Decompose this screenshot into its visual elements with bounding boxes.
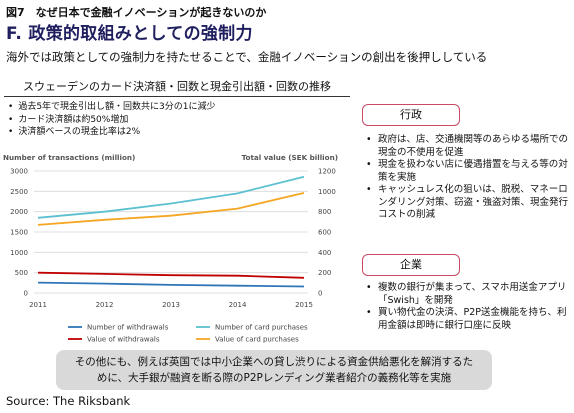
- legend-label: Value of card purchases: [215, 336, 299, 344]
- companies-item: 複数の銀行が集まって、スマホ用送金アプリ「Swish」を開発: [366, 282, 571, 307]
- y-left-tick-label: 2500: [10, 188, 28, 196]
- y-right-tick-label: 400: [318, 249, 331, 257]
- series-line: [37, 192, 305, 226]
- note-line: めに、大手銀が融資を断る際のP2Pレンディング業者紹介の義務化等を実施: [96, 372, 452, 384]
- series-line: [37, 281, 305, 288]
- legend-label: Value of withdrawals: [87, 336, 160, 344]
- y-right-tick-label: 0: [318, 290, 322, 298]
- companies-list: 複数の銀行が集まって、スマホ用送金アプリ「Swish」を開発 買い物代金の決済、…: [366, 282, 571, 332]
- y-left-tick-label: 1000: [10, 249, 28, 257]
- series-line: [37, 175, 305, 219]
- y-left-tick-label: 0: [24, 290, 28, 298]
- y-right-axis-title: Total value (SEK billion): [242, 153, 338, 162]
- y-left-tick-label: 500: [15, 269, 28, 277]
- government-item: キャッシュレス化の狙いは、脱税、マネーロンダリング対策、窃盗・強盗対策、現金発行…: [366, 184, 571, 222]
- note-line: その他にも、例えば英国では中小企業への貸し渋りによる資金供給悪化を解消するた: [74, 356, 474, 368]
- chart-title: スウェーデンのカード決済額・回数と現金引出額・回数の推移: [23, 80, 331, 93]
- y-left-tick-label: 2000: [10, 208, 28, 216]
- legend-label: Number of card purchases: [215, 324, 308, 332]
- chart-title-divider: [4, 96, 350, 97]
- page-title: F. 政策的取組みとしての強制力: [6, 24, 253, 44]
- y-right-tick-label: 800: [318, 208, 331, 216]
- x-tick-label: 2014: [229, 301, 247, 309]
- companies-item: 買い物代金の決済、P2P送金機能を持ち、利用金額は即時に銀行口座に反映: [366, 307, 571, 332]
- government-item: 政府は、店、交通機関等のあらゆる場所での現金の不使用を促進: [366, 134, 571, 159]
- x-tick-label: 2015: [295, 301, 313, 309]
- legend-label: Number of withdrawals: [87, 324, 169, 332]
- chart-bullets: 過去5年で現金引出し額・回数共に3分の1に減少 カード決済額は約50%増加 決済…: [8, 101, 216, 139]
- note-box: その他にも、例えば英国では中小企業への貸し渋りによる資金供給悪化を解消するた め…: [56, 350, 492, 390]
- chart-bullet: カード決済額は約50%増加: [8, 114, 216, 127]
- government-heading: 行政: [362, 104, 460, 126]
- y-right-tick-label: 200: [318, 269, 331, 277]
- y-left-axis-title: Number of transactions (million): [3, 153, 135, 162]
- line-chart: Number of transactions (million) Total va…: [3, 153, 338, 344]
- y-right-tick-label: 1200: [318, 168, 336, 176]
- x-tick-label: 2012: [96, 301, 114, 309]
- chart-bullet: 過去5年で現金引出し額・回数共に3分の1に減少: [8, 101, 215, 114]
- x-tick-label: 2013: [162, 301, 180, 309]
- y-right-tick-label: 1000: [318, 188, 336, 196]
- y-right-tick-label: 600: [318, 229, 331, 237]
- series-line: [37, 271, 305, 279]
- y-left-tick-label: 1500: [10, 229, 28, 237]
- figure-label: 図7 なぜ日本で金融イノベーションが起きないのか: [6, 6, 267, 19]
- chart-bullet: 決済額ベースの現金比率は2%: [8, 126, 216, 139]
- y-left-tick-label: 3000: [10, 168, 28, 176]
- companies-heading: 企業: [362, 254, 460, 276]
- government-list: 政府は、店、交通機関等のあらゆる場所での現金の不使用を促進 現金を扱わない店に優…: [366, 134, 571, 222]
- lead-text: 海外では政策としての強制力を持たせることで、金融イノベーションの創出を後押しして…: [6, 50, 488, 64]
- x-tick-label: 2011: [29, 301, 47, 309]
- government-item: 現金を扱わない店に優遇措置を与える等の対策を実施: [366, 159, 571, 184]
- source-label: Source: The Riksbank: [6, 394, 131, 408]
